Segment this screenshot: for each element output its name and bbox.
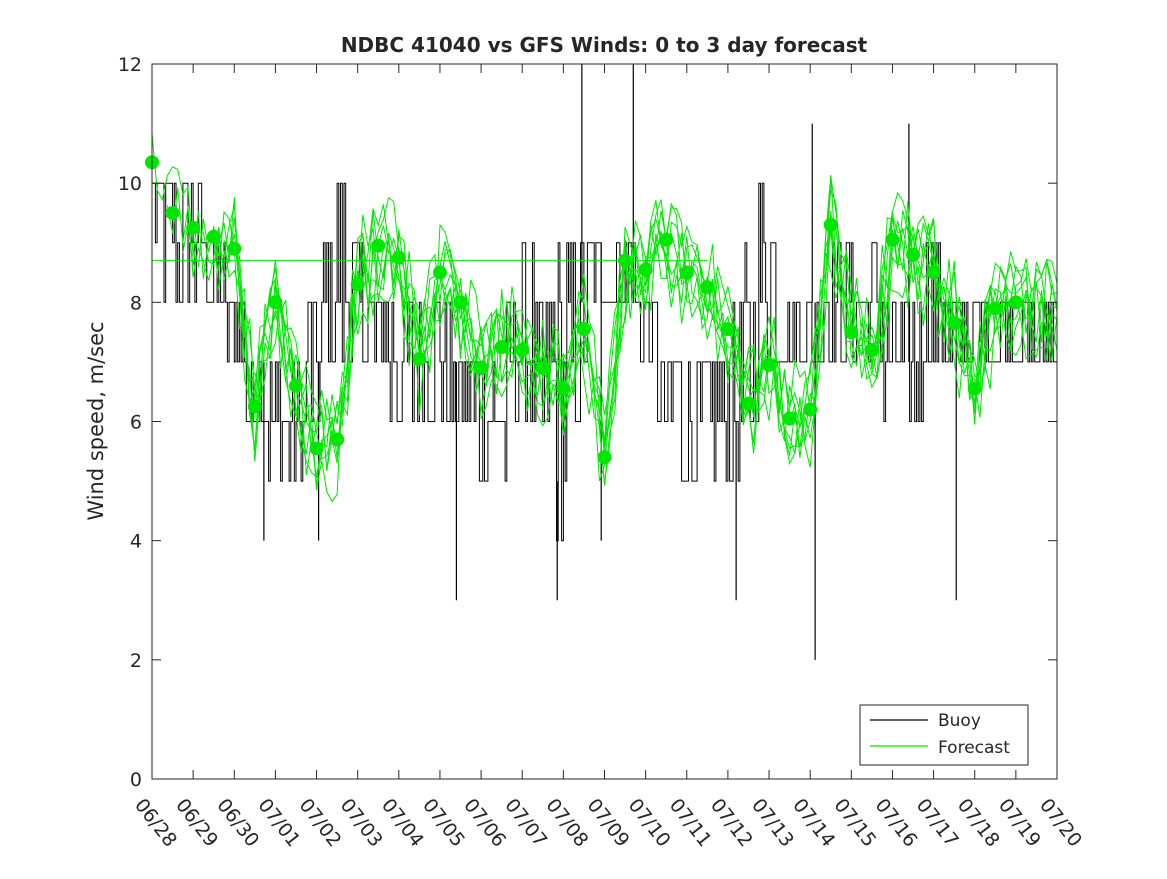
forecast-marker bbox=[330, 432, 345, 447]
forecast-marker bbox=[227, 241, 242, 256]
y-tick-label: 2 bbox=[130, 650, 142, 672]
forecast-run-line bbox=[238, 214, 1057, 478]
forecast-series bbox=[152, 133, 1057, 503]
forecast-markers bbox=[145, 155, 1023, 465]
forecast-marker bbox=[186, 220, 201, 235]
forecast-marker bbox=[350, 277, 365, 292]
forecast-marker bbox=[947, 316, 962, 331]
forecast-marker bbox=[864, 343, 879, 357]
forecast-marker bbox=[762, 357, 777, 372]
forecast-marker bbox=[967, 381, 982, 396]
forecast-marker bbox=[659, 232, 674, 247]
y-tick-label: 8 bbox=[130, 292, 142, 314]
forecast-marker bbox=[597, 450, 612, 465]
y-axis: 0 2 4 6 8 10 12 bbox=[118, 54, 1057, 791]
forecast-run-line bbox=[152, 133, 1057, 479]
forecast-marker bbox=[474, 360, 489, 375]
forecast-marker bbox=[803, 402, 818, 417]
forecast-marker bbox=[165, 205, 180, 220]
forecast-marker bbox=[515, 343, 530, 357]
forecast-marker bbox=[432, 265, 447, 280]
y-tick-label: 10 bbox=[118, 173, 142, 195]
forecast-marker bbox=[391, 250, 406, 265]
forecast-marker bbox=[576, 322, 591, 337]
forecast-marker bbox=[926, 265, 941, 280]
legend: Buoy Forecast bbox=[859, 704, 1029, 766]
y-tick-label: 0 bbox=[130, 769, 142, 791]
forecast-marker bbox=[1008, 295, 1023, 310]
legend-forecast-label: Forecast bbox=[938, 738, 1010, 758]
forecast-run-line bbox=[182, 197, 1057, 482]
forecast-marker bbox=[309, 441, 324, 456]
y-axis-label: Wind speed, m/sec bbox=[84, 321, 108, 520]
forecast-marker bbox=[494, 340, 509, 355]
y-tick-label: 12 bbox=[118, 54, 142, 76]
forecast-marker bbox=[638, 262, 653, 277]
forecast-marker bbox=[906, 247, 921, 262]
legend-box bbox=[859, 704, 1029, 766]
forecast-marker bbox=[535, 360, 550, 375]
forecast-marker bbox=[700, 280, 715, 295]
forecast-marker bbox=[453, 295, 468, 310]
forecast-marker bbox=[268, 295, 283, 310]
forecast-marker bbox=[247, 399, 262, 414]
forecast-marker bbox=[741, 396, 756, 411]
forecast-marker bbox=[206, 229, 221, 244]
forecast-marker bbox=[412, 351, 427, 366]
forecast-marker bbox=[618, 253, 633, 268]
forecast-marker bbox=[823, 217, 838, 232]
forecast-marker bbox=[885, 232, 900, 247]
forecast-run-line bbox=[254, 189, 1057, 486]
forecast-marker bbox=[782, 411, 797, 426]
forecast-marker bbox=[988, 301, 1003, 316]
forecast-marker bbox=[720, 322, 735, 337]
forecast-marker bbox=[679, 265, 694, 280]
chart-title: NDBC 41040 vs GFS Winds: 0 to 3 day fore… bbox=[341, 33, 868, 57]
y-tick-label: 4 bbox=[130, 531, 142, 553]
legend-buoy-label: Buoy bbox=[938, 711, 981, 731]
forecast-marker bbox=[288, 378, 303, 393]
forecast-marker bbox=[556, 381, 571, 396]
y-tick-label: 6 bbox=[130, 412, 142, 434]
forecast-run-line bbox=[213, 210, 1057, 503]
forecast-marker bbox=[371, 238, 386, 253]
forecast-marker bbox=[844, 325, 859, 340]
forecast-run-line bbox=[223, 210, 1057, 486]
